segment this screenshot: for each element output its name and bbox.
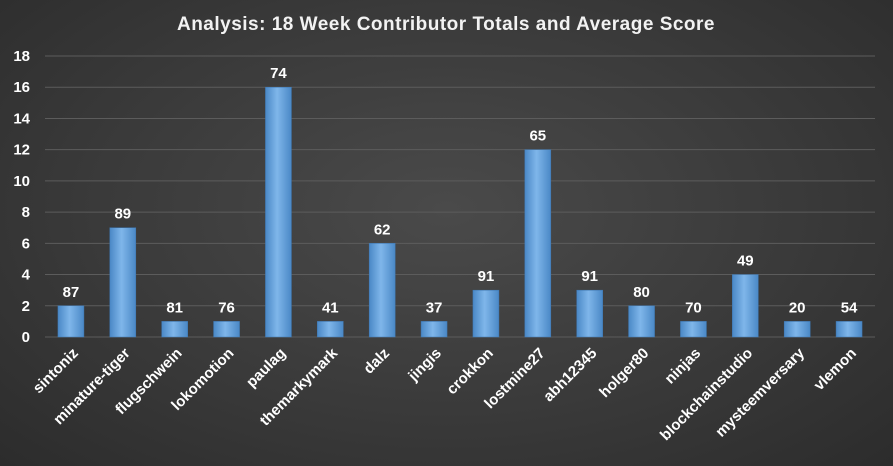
y-tick-label: 4 <box>22 267 31 284</box>
y-tick-label: 14 <box>13 110 30 127</box>
gridlines <box>45 55 875 338</box>
data-label: 49 <box>737 253 754 270</box>
data-label: 89 <box>114 206 131 223</box>
data-label: 62 <box>374 221 391 238</box>
data-label: 20 <box>789 299 806 316</box>
x-axis-ticks: sintonizminature-tigerflugschweinlokomot… <box>30 344 860 444</box>
y-axis-ticks: 0 2 4 6 8 10 12 14 16 18 <box>13 48 30 346</box>
bar <box>265 86 292 338</box>
bar <box>732 274 759 338</box>
bar <box>317 321 344 338</box>
data-label: 54 <box>841 299 858 316</box>
data-label: 91 <box>478 268 495 285</box>
chart-title: Analysis: 18 Week Contributor Totals and… <box>177 14 715 35</box>
y-tick-label: 2 <box>22 298 30 315</box>
x-tick-label: holger80 <box>596 345 652 401</box>
data-label: 76 <box>218 299 235 316</box>
data-label: 70 <box>685 299 702 316</box>
y-tick-label: 0 <box>22 329 30 346</box>
bar <box>472 289 500 338</box>
data-label: 91 <box>581 268 598 285</box>
bar <box>368 243 396 338</box>
data-label: 74 <box>270 65 287 82</box>
data-label: 80 <box>633 284 650 301</box>
bar <box>109 227 137 338</box>
y-tick-label: 16 <box>13 79 30 96</box>
x-tick-label: abh12345 <box>540 345 600 405</box>
data-label: 65 <box>529 128 546 145</box>
x-tick-label: ninjas <box>662 345 705 388</box>
bar <box>576 289 603 338</box>
data-label: 37 <box>426 299 443 316</box>
bar <box>213 321 240 338</box>
y-tick-label: 6 <box>22 235 30 252</box>
y-tick-label: 18 <box>13 48 30 65</box>
x-tick-label: blockchainstudio <box>657 345 756 444</box>
bar <box>524 149 552 338</box>
bar <box>680 321 707 338</box>
x-tick-label: jingis <box>404 345 444 385</box>
data-label: 41 <box>322 299 339 316</box>
bars <box>57 86 863 338</box>
data-label: 87 <box>63 284 80 301</box>
x-tick-label: sintoniz <box>30 345 82 397</box>
bar <box>420 321 448 338</box>
x-tick-label: crokkon <box>443 345 496 398</box>
x-tick-label: mysteemversary <box>712 344 808 440</box>
bar <box>161 321 188 338</box>
y-tick-label: 10 <box>13 173 30 190</box>
bar <box>57 305 85 338</box>
x-tick-label: dalz <box>360 345 393 378</box>
data-label: 81 <box>166 299 183 316</box>
bar <box>835 321 863 338</box>
data-labels: 87 89 81 76 74 41 62 37 91 65 91 80 70 49 20 54 <box>63 65 858 316</box>
bar <box>628 305 655 338</box>
x-tick-label: paulag <box>243 345 289 391</box>
bar <box>783 321 811 338</box>
y-tick-label: 8 <box>22 204 30 221</box>
y-tick-label: 12 <box>13 142 30 159</box>
x-tick-label: vlemon <box>811 345 860 394</box>
